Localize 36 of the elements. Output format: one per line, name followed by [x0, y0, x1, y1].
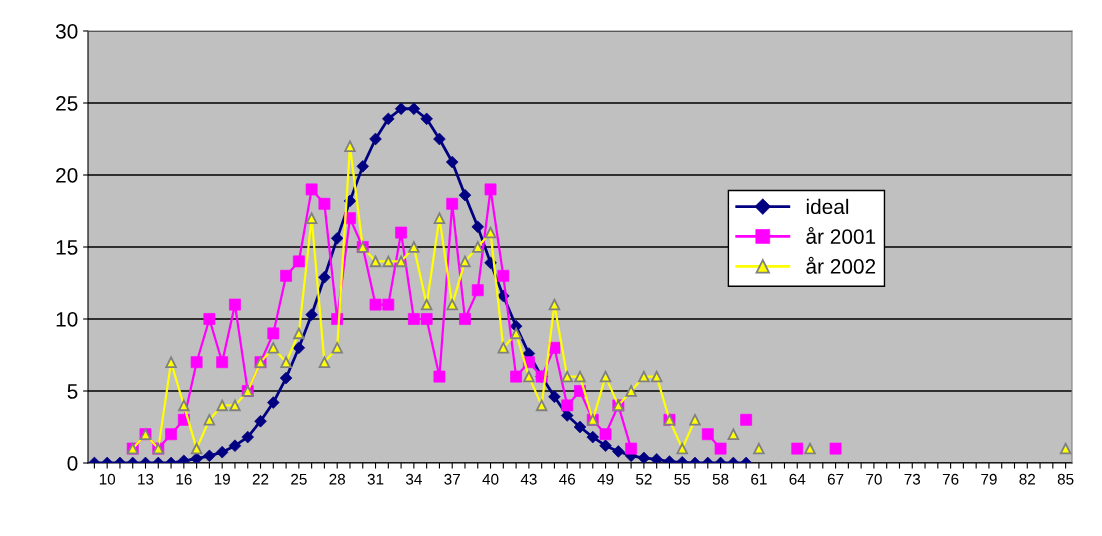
y-tick-label: 10: [56, 312, 78, 327]
x-tick-label: 43: [520, 473, 537, 485]
x-tick-label: 19: [214, 473, 230, 485]
x-tick-label: 61: [751, 473, 767, 485]
x-tick-label: 28: [329, 473, 346, 485]
x-tick-label: 49: [597, 473, 614, 485]
x-tick-label: 25: [291, 473, 307, 485]
x-tick-label: 34: [405, 473, 422, 485]
x-tick-label: 76: [942, 473, 959, 485]
x-tick-label: 70: [866, 473, 882, 485]
x-tick-label: 13: [138, 473, 154, 485]
x-tick-label: 10: [99, 473, 116, 485]
x-tick-label: 16: [176, 473, 192, 485]
y-tick-label: 0: [67, 456, 78, 471]
y-tick-label: 25: [56, 96, 78, 111]
x-tick-label: 85: [1057, 473, 1074, 485]
y-tick-label: 20: [56, 168, 78, 183]
x-tick-label: 31: [367, 473, 384, 485]
x-tick-label: 67: [827, 473, 844, 485]
x-tick-label: 22: [252, 473, 269, 485]
x-tick-label: 73: [904, 473, 921, 485]
x-tick-label: 37: [444, 473, 460, 485]
y-tick-label: 30: [55, 24, 78, 39]
y-tick-label: 5: [67, 384, 78, 399]
x-tick-label: 55: [674, 473, 691, 485]
x-tick-label: 46: [559, 473, 576, 485]
legend-label: ideal: [806, 198, 849, 215]
x-tick-label: 58: [712, 473, 729, 485]
y-tick-label: 15: [56, 240, 78, 255]
x-tick-label: 40: [482, 473, 499, 485]
x-tick-label: 64: [789, 473, 806, 485]
legend-label: år 2002: [806, 256, 876, 274]
x-tick-label: 82: [1019, 473, 1035, 485]
x-tick-label: 52: [636, 473, 652, 485]
x-tick-label: 79: [981, 473, 997, 485]
legend-label: år 2001: [806, 226, 876, 244]
